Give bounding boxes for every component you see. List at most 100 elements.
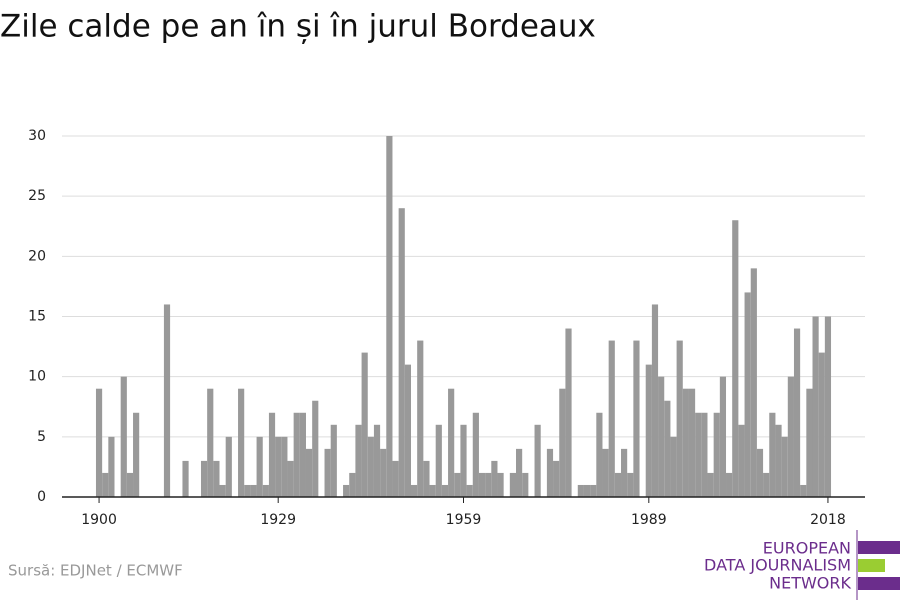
y-tick-label: 25 xyxy=(28,188,46,204)
logo-block xyxy=(858,541,900,554)
bar xyxy=(516,448,523,497)
bar xyxy=(522,472,529,497)
bar xyxy=(182,460,189,497)
bar xyxy=(219,484,226,497)
bar xyxy=(596,412,603,497)
x-tick-label: 1959 xyxy=(446,512,482,528)
bar xyxy=(793,328,801,497)
bar xyxy=(466,484,473,497)
bar xyxy=(645,364,652,497)
chart-title: Zile calde pe an în și în jurul Bordeaux xyxy=(0,9,596,45)
bar xyxy=(806,388,813,497)
bar xyxy=(658,376,665,497)
bar xyxy=(163,304,171,497)
source: Sursă: EDJNet / ECMWF xyxy=(8,562,183,580)
bar xyxy=(583,484,591,497)
x-tick-label: 2018 xyxy=(810,512,846,528)
bar xyxy=(824,316,832,497)
bar xyxy=(713,412,720,497)
bar xyxy=(423,460,430,497)
bar xyxy=(756,448,764,497)
bar xyxy=(781,436,788,497)
bar xyxy=(701,412,708,497)
bar xyxy=(324,448,331,497)
bar xyxy=(478,472,486,497)
bar xyxy=(225,436,232,497)
x-tick-label: 1929 xyxy=(260,512,296,528)
bar xyxy=(250,484,257,497)
logo-text: EUROPEAN xyxy=(763,539,851,558)
bar xyxy=(787,376,794,497)
bar xyxy=(565,328,572,497)
bar xyxy=(102,472,109,497)
bar xyxy=(614,472,622,497)
bar xyxy=(485,472,492,497)
bar xyxy=(812,316,819,497)
logo-text: NETWORK xyxy=(769,574,851,593)
bar xyxy=(472,412,479,497)
bar xyxy=(763,472,770,497)
bar xyxy=(133,412,140,497)
bar xyxy=(108,436,115,497)
bar xyxy=(330,424,337,497)
bar xyxy=(800,484,807,497)
bar xyxy=(602,448,609,497)
bar xyxy=(200,460,208,497)
bar xyxy=(676,340,683,497)
bar xyxy=(750,268,757,497)
bar xyxy=(559,388,566,497)
bar xyxy=(608,340,615,497)
bar xyxy=(343,484,350,497)
x-tick-label: 1989 xyxy=(631,512,667,528)
bar xyxy=(120,376,127,497)
bar xyxy=(534,424,541,497)
bar xyxy=(577,484,584,497)
bar xyxy=(349,472,356,497)
bar xyxy=(256,436,263,497)
bar xyxy=(361,352,368,497)
bar xyxy=(275,436,282,497)
bar xyxy=(262,484,269,497)
bar xyxy=(95,388,103,497)
x-tick-label: 1900 xyxy=(81,512,117,528)
bar xyxy=(491,460,498,497)
bar xyxy=(367,436,374,497)
y-tick-label: 5 xyxy=(37,429,46,445)
logo-block xyxy=(858,559,885,572)
bar xyxy=(398,208,405,497)
bar xyxy=(633,340,640,497)
bar xyxy=(312,400,319,497)
bar xyxy=(287,460,294,497)
bar xyxy=(355,424,362,497)
bar xyxy=(281,436,288,497)
y-tick-label: 10 xyxy=(28,369,46,385)
bar xyxy=(651,304,659,497)
y-tick-label: 30 xyxy=(28,128,46,144)
bar xyxy=(238,388,245,497)
bar xyxy=(213,460,220,497)
bar xyxy=(268,412,276,497)
bar xyxy=(738,424,745,497)
bar xyxy=(769,412,776,497)
bar xyxy=(682,388,689,497)
bar xyxy=(417,340,424,497)
bar xyxy=(732,220,739,497)
bar xyxy=(775,424,782,497)
y-tick-label: 0 xyxy=(37,489,46,505)
bar xyxy=(299,412,306,497)
bar xyxy=(293,412,300,497)
bar xyxy=(404,364,411,497)
bar xyxy=(688,388,696,497)
bar xyxy=(553,460,560,497)
bar xyxy=(441,484,449,497)
bar xyxy=(454,472,461,497)
bar xyxy=(627,472,634,497)
y-tick-label: 15 xyxy=(28,309,46,325)
y-tick-label: 20 xyxy=(28,248,46,264)
bar xyxy=(818,352,825,497)
bar xyxy=(410,484,418,497)
bar xyxy=(707,472,714,497)
logo-text: DATA JOURNALISM xyxy=(704,556,851,575)
bar xyxy=(429,484,436,497)
